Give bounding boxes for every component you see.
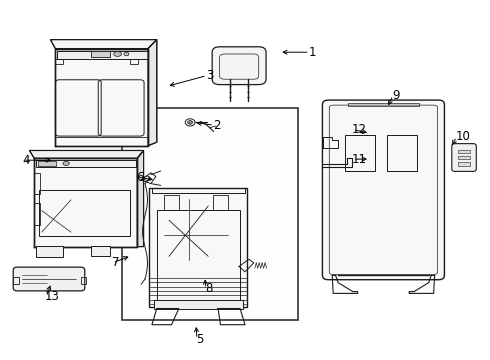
Bar [345, 135, 375, 171]
Bar [57, 51, 148, 59]
Bar [36, 160, 136, 167]
Ellipse shape [63, 161, 70, 165]
FancyBboxPatch shape [13, 267, 85, 291]
Bar [34, 203, 40, 225]
Polygon shape [137, 150, 144, 247]
Text: 8: 8 [205, 282, 212, 295]
Text: 6: 6 [136, 171, 144, 184]
Text: 5: 5 [196, 333, 203, 346]
Text: 13: 13 [45, 291, 60, 303]
Bar [38, 161, 56, 166]
Text: 7: 7 [112, 256, 119, 269]
Circle shape [188, 121, 193, 124]
Bar [34, 173, 40, 194]
Bar [130, 59, 138, 64]
Bar [157, 210, 240, 300]
Bar [81, 277, 86, 284]
Bar [348, 103, 419, 106]
Bar [55, 59, 63, 64]
Polygon shape [29, 150, 144, 158]
Text: 10: 10 [456, 130, 470, 143]
Bar [149, 188, 247, 307]
Ellipse shape [114, 52, 122, 56]
Bar [39, 190, 130, 236]
Bar [152, 188, 245, 193]
Text: 3: 3 [206, 69, 213, 82]
Bar [36, 246, 63, 257]
Bar [458, 156, 470, 159]
Text: 1: 1 [309, 46, 316, 59]
FancyBboxPatch shape [322, 100, 444, 280]
Bar [34, 158, 137, 247]
Text: 2: 2 [213, 119, 220, 132]
Text: 4: 4 [22, 154, 29, 167]
Bar [13, 277, 19, 284]
Bar [91, 51, 110, 57]
Text: 11: 11 [352, 153, 367, 166]
Text: 9: 9 [392, 89, 399, 102]
Bar [387, 135, 416, 171]
Text: 12: 12 [352, 123, 367, 136]
Bar [91, 246, 110, 256]
Polygon shape [50, 40, 157, 49]
Bar [458, 162, 470, 166]
Polygon shape [148, 40, 157, 146]
Bar [122, 108, 298, 320]
Bar [154, 300, 243, 309]
Bar [458, 150, 470, 153]
FancyBboxPatch shape [452, 144, 476, 171]
Ellipse shape [124, 52, 129, 56]
Bar [55, 49, 148, 146]
FancyBboxPatch shape [212, 47, 266, 85]
